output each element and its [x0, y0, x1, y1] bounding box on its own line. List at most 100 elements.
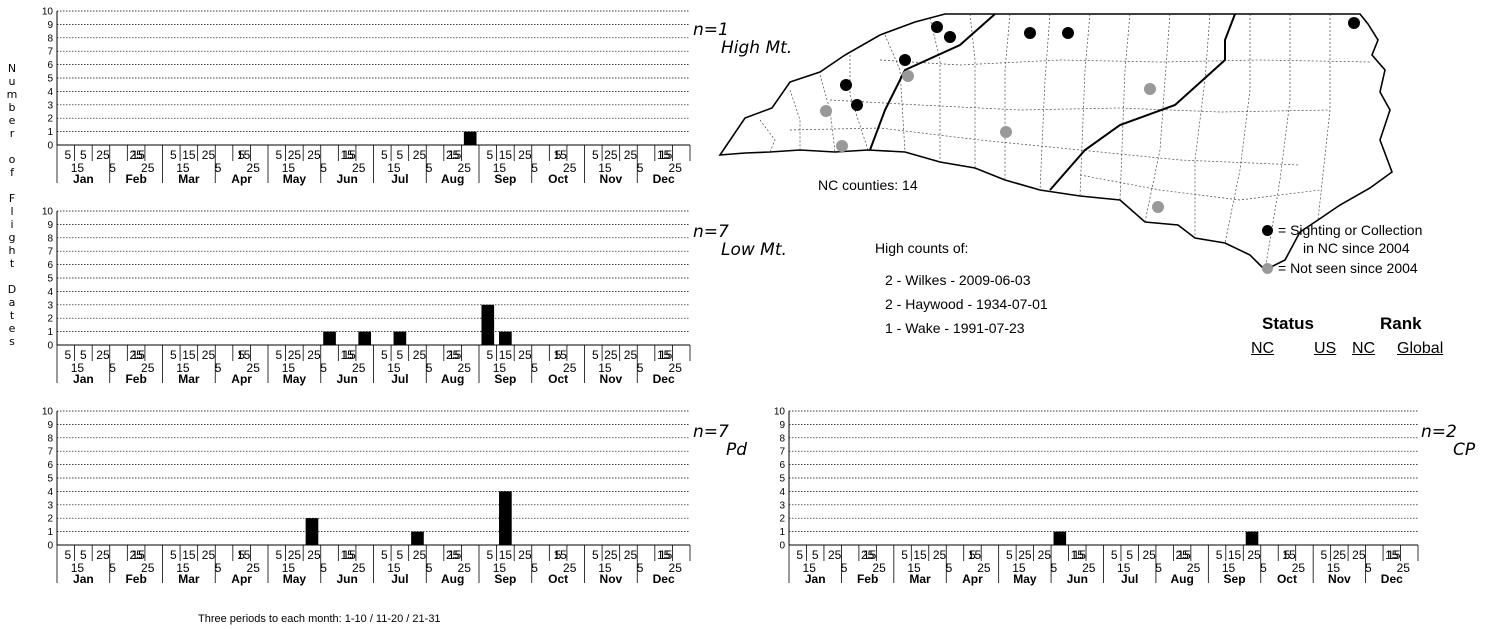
month-label: Mar — [178, 172, 200, 186]
flight-bar — [463, 131, 477, 145]
x-tick-label: 5 — [946, 561, 953, 575]
flight-bar — [499, 331, 512, 345]
month-label: Jul — [391, 372, 408, 386]
month-label: Mar — [909, 572, 931, 586]
x-tick-label: 5 — [397, 548, 404, 562]
y-tick-label: 9 — [47, 20, 53, 31]
axis-title-letter — [0, 270, 24, 283]
x-tick-label: 15 — [598, 561, 612, 575]
x-tick-label: 15 — [863, 548, 877, 562]
x-tick-label: 5 — [531, 161, 538, 175]
axis-title-letter: t — [9, 309, 15, 322]
x-tick-label: 5 — [64, 148, 71, 162]
x-tick-label: 25 — [669, 161, 683, 175]
x-tick-label: 15 — [282, 361, 296, 375]
month-label: Dec — [653, 572, 675, 586]
month-label: May — [283, 572, 307, 586]
legend-recent: = Sighting or Collection — [1262, 222, 1422, 238]
y-tick-label: 7 — [47, 447, 53, 458]
x-tick-label: 25 — [96, 348, 110, 362]
y-tick-label: 7 — [47, 247, 53, 258]
month-label: Feb — [857, 572, 878, 586]
x-tick-label: 25 — [872, 561, 886, 575]
high-counts-title: High counts of: — [875, 240, 969, 256]
y-tick-label: 9 — [47, 220, 53, 231]
x-tick-label: 25 — [1292, 561, 1306, 575]
high-count-row: 1 - Wake - 1991-07-23 — [885, 320, 1025, 336]
x-tick-label: 15 — [282, 161, 296, 175]
x-tick-label: 25 — [604, 348, 618, 362]
x-tick-label: 15 — [342, 548, 356, 562]
x-tick-label: 5 — [238, 148, 245, 162]
month-label: Aug — [1170, 572, 1193, 586]
month-label: Oct — [548, 572, 568, 586]
y-tick-label: 0 — [47, 341, 53, 352]
x-tick-label: 5 — [320, 561, 327, 575]
x-tick-label: 25 — [604, 148, 618, 162]
month-label: Jul — [391, 172, 408, 186]
x-tick-label: 15 — [237, 548, 251, 562]
month-label: Jul — [391, 572, 408, 586]
record-dot-recent — [1024, 27, 1036, 39]
recent-dot-icon — [1262, 224, 1273, 236]
x-tick-label: 25 — [669, 561, 683, 575]
x-tick-label: 15 — [659, 148, 673, 162]
y-tick-label: 6 — [47, 460, 53, 471]
x-tick-label: 5 — [320, 161, 327, 175]
x-tick-label: 25 — [624, 548, 638, 562]
month-label: Mar — [178, 572, 200, 586]
status-us: US — [1314, 340, 1337, 357]
x-tick-label: 15 — [1282, 548, 1296, 562]
y-tick-label: 7 — [47, 47, 53, 58]
x-tick-label: 5 — [901, 548, 908, 562]
x-tick-label: 25 — [247, 161, 261, 175]
month-label: Oct — [1277, 572, 1297, 586]
y-tick-label: 0 — [47, 541, 53, 552]
x-tick-label: 5 — [1126, 548, 1133, 562]
y-tick-label: 7 — [779, 447, 785, 458]
x-tick-label: 15 — [803, 561, 817, 575]
x-tick-label: 5 — [1111, 548, 1118, 562]
flight-bar — [411, 531, 424, 545]
axis-title-letter: e — [8, 322, 16, 335]
x-tick-label: 25 — [563, 361, 577, 375]
x-tick-label: 5 — [1216, 548, 1223, 562]
x-tick-label: 15 — [1222, 561, 1236, 575]
x-tick-label: 15 — [131, 348, 145, 362]
x-tick-label: 5 — [592, 548, 599, 562]
x-tick-label: 25 — [288, 148, 302, 162]
rank-heading: Rank — [1380, 314, 1422, 333]
rank-nc: NC — [1352, 340, 1376, 357]
x-tick-label: 15 — [907, 561, 921, 575]
x-tick-label: 25 — [413, 148, 427, 162]
y-tick-label: 5 — [47, 74, 53, 85]
x-tick-label: 25 — [1397, 561, 1411, 575]
x-tick-label: 5 — [555, 348, 562, 362]
x-tick-label: 5 — [637, 361, 644, 375]
x-tick-label: 5 — [555, 148, 562, 162]
x-tick-label: 15 — [340, 548, 354, 562]
x-tick-label: 25 — [1333, 548, 1347, 562]
x-tick-label: 5 — [397, 148, 404, 162]
x-tick-label: 5 — [215, 361, 222, 375]
month-label: Jun — [336, 572, 357, 586]
x-tick-label: 25 — [352, 561, 366, 575]
month-label: Dec — [1381, 572, 1403, 586]
record-dot-recent — [931, 21, 943, 33]
record-dot-recent — [840, 79, 852, 91]
month-label: Aug — [441, 572, 464, 586]
flight-bar — [358, 331, 372, 345]
month-label: Dec — [653, 372, 675, 386]
x-tick-label: 25 — [352, 361, 366, 375]
record-dot-recent — [1062, 27, 1074, 39]
n-label-low-mt: n=7 — [693, 222, 729, 242]
y-tick-label: 2 — [47, 114, 53, 125]
x-tick-label: 5 — [1006, 548, 1013, 562]
y-tick-label: 5 — [779, 474, 785, 485]
status-nc: NC — [1251, 340, 1275, 357]
x-tick-label: 15 — [553, 348, 567, 362]
y-tick-label: 1 — [47, 127, 53, 138]
x-tick-label: 15 — [448, 148, 462, 162]
